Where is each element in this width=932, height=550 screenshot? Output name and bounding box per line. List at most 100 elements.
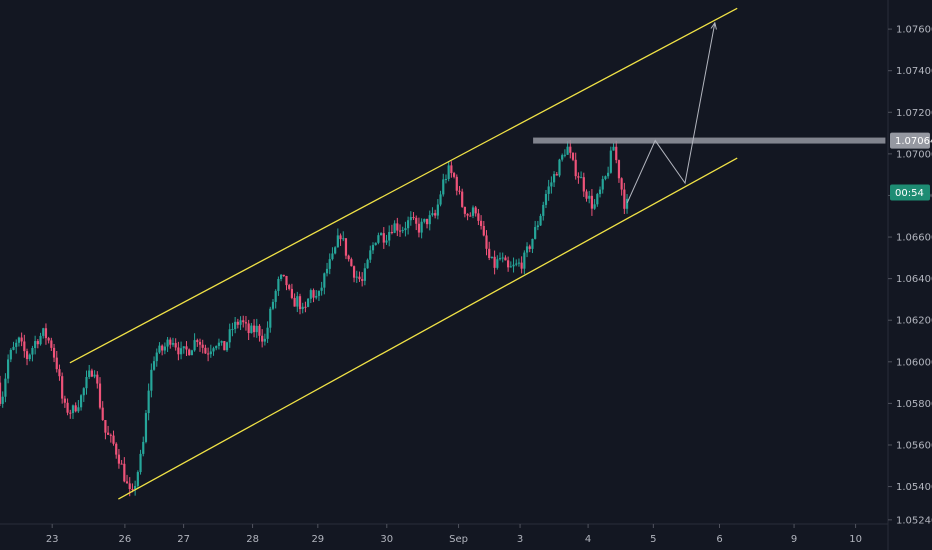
candle: [4, 373, 7, 403]
time-axis[interactable]: 23 26 27 28 29 30 Sep 3 4 5 6 9 10: [0, 523, 888, 545]
candle: [263, 333, 266, 346]
candle: [190, 349, 193, 356]
candle: [252, 319, 256, 338]
candle: [525, 242, 529, 258]
candle: [120, 460, 123, 465]
candle: [115, 442, 118, 459]
candle: [309, 288, 312, 304]
candle: [250, 322, 253, 334]
candle: [215, 345, 218, 351]
candle: [425, 218, 429, 229]
candle: [15, 339, 18, 354]
candle: [598, 186, 602, 198]
price-tick-label: 1.07000: [896, 149, 932, 160]
candle: [479, 215, 483, 230]
price-tick-label: 1.06400: [896, 274, 932, 285]
candle: [223, 341, 226, 351]
candle: [501, 252, 504, 263]
candle: [347, 254, 350, 262]
candle: [1, 391, 4, 408]
candle: [612, 143, 615, 151]
candle: [336, 228, 339, 248]
candle: [282, 274, 285, 277]
candle: [63, 395, 66, 408]
candle: [79, 394, 83, 411]
candle: [580, 171, 583, 179]
candle: [474, 205, 477, 217]
time-tick-label: 26: [119, 534, 132, 545]
channel-upper-line[interactable]: [69, 7, 738, 364]
resistance-zone[interactable]: [533, 137, 886, 144]
candle: [177, 341, 180, 361]
price-axis[interactable]: 1.05240 1.05400 1.05600 1.05800 1.06000 1.062…: [887, 0, 932, 550]
candle: [42, 327, 45, 339]
candle: [17, 336, 21, 347]
candle: [361, 272, 364, 287]
candle: [44, 323, 48, 345]
candle: [23, 334, 26, 358]
candle: [504, 255, 507, 261]
candle: [379, 232, 383, 236]
candle: [488, 241, 491, 261]
candle: [542, 201, 545, 221]
candle: [163, 342, 166, 355]
price-tick-label: 1.07600: [896, 25, 932, 36]
countdown-badge: 00:54: [890, 184, 930, 201]
candle: [407, 216, 410, 235]
candle: [444, 174, 448, 184]
candle: [601, 175, 604, 194]
time-tick-label: 29: [311, 534, 324, 545]
price-tick-label: 1.05400: [896, 482, 932, 493]
candle: [520, 256, 523, 274]
candle: [528, 244, 531, 253]
candle: [31, 345, 34, 362]
candle: [301, 302, 304, 314]
candle: [0, 375, 2, 407]
candle: [398, 224, 402, 237]
candle: [390, 224, 394, 235]
candle: [423, 218, 426, 224]
price-tick-label: 1.05240: [896, 515, 932, 526]
time-tick-label: 27: [177, 534, 190, 545]
candle: [193, 333, 196, 352]
candle: [331, 247, 334, 261]
candle: [236, 318, 239, 329]
candle: [66, 398, 69, 416]
candle: [107, 425, 110, 435]
time-tick-label: 5: [650, 534, 656, 545]
candle: [352, 265, 356, 283]
candle: [231, 322, 234, 337]
candle: [220, 340, 223, 346]
candle: [377, 232, 380, 245]
candle: [69, 409, 72, 419]
candle: [588, 190, 591, 204]
projection-path[interactable]: [626, 23, 715, 203]
candle: [571, 152, 575, 162]
candle: [58, 364, 61, 381]
candle: [385, 234, 388, 245]
candle: [47, 336, 50, 344]
candle: [258, 324, 261, 342]
candle: [442, 173, 445, 197]
candle: [574, 152, 577, 180]
candle: [96, 371, 99, 389]
candle: [625, 194, 629, 214]
price-tick-label: 1.07200: [896, 108, 932, 119]
candle: [404, 221, 407, 237]
candle: [534, 220, 537, 240]
candle: [74, 402, 77, 413]
candle: [615, 140, 618, 164]
candle: [417, 217, 421, 238]
candle: [266, 321, 269, 343]
channel-lower-line[interactable]: [118, 157, 738, 500]
candle: [452, 171, 456, 179]
candle: [169, 337, 172, 349]
candle: [34, 335, 37, 355]
candle: [420, 218, 423, 239]
candle: [179, 341, 183, 360]
candle: [523, 250, 526, 275]
candle: [182, 346, 185, 354]
candle: [117, 449, 121, 469]
candle: [52, 344, 56, 363]
